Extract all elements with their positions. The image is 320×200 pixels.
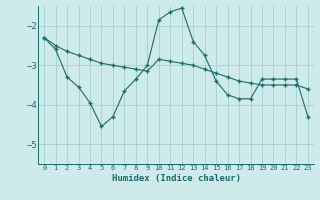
X-axis label: Humidex (Indice chaleur): Humidex (Indice chaleur) [111, 174, 241, 183]
